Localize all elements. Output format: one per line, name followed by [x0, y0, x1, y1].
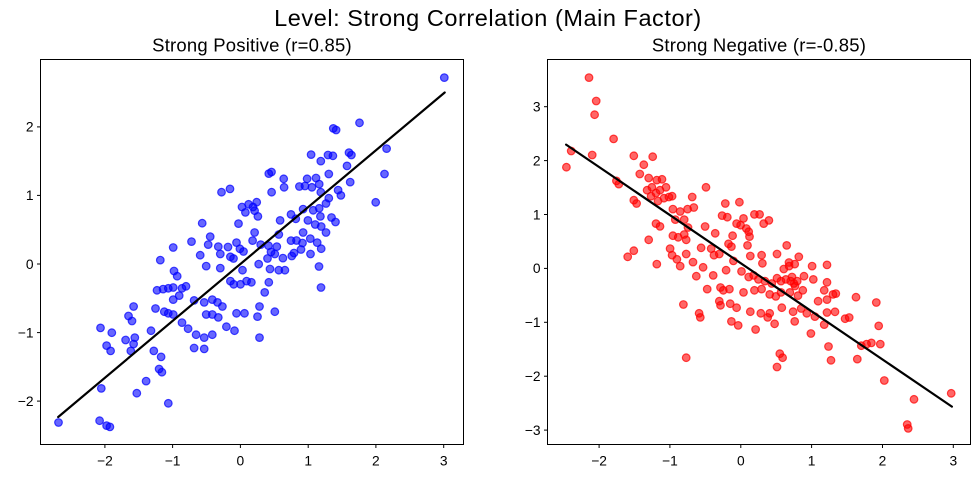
svg-text:0: 0: [26, 257, 34, 272]
svg-text:2: 2: [879, 454, 887, 469]
svg-text:−1: −1: [662, 454, 678, 469]
svg-text:−2: −2: [18, 394, 34, 409]
svg-text:1: 1: [533, 207, 541, 222]
svg-text:3: 3: [440, 454, 448, 469]
svg-text:Strong Positive (r=0.85): Strong Positive (r=0.85): [152, 35, 352, 56]
svg-text:2: 2: [372, 454, 380, 469]
svg-text:−1: −1: [525, 315, 541, 330]
svg-text:−1: −1: [18, 325, 34, 340]
svg-text:1: 1: [808, 454, 816, 469]
svg-text:−3: −3: [525, 423, 541, 438]
svg-text:3: 3: [949, 454, 957, 469]
svg-text:0: 0: [737, 454, 745, 469]
svg-text:2: 2: [26, 120, 34, 135]
svg-text:−2: −2: [525, 369, 541, 384]
svg-text:−2: −2: [591, 454, 607, 469]
svg-text:−2: −2: [97, 454, 113, 469]
svg-text:0: 0: [533, 261, 541, 276]
svg-text:0: 0: [237, 454, 245, 469]
svg-text:3: 3: [533, 100, 541, 115]
svg-text:Level: Strong Correlation (Mai: Level: Strong Correlation (Main Factor): [274, 5, 702, 31]
svg-text:1: 1: [304, 454, 312, 469]
svg-text:2: 2: [533, 153, 541, 168]
svg-text:1: 1: [26, 188, 34, 203]
svg-text:−1: −1: [165, 454, 181, 469]
svg-text:Strong Negative (r=-0.85): Strong Negative (r=-0.85): [652, 35, 866, 56]
